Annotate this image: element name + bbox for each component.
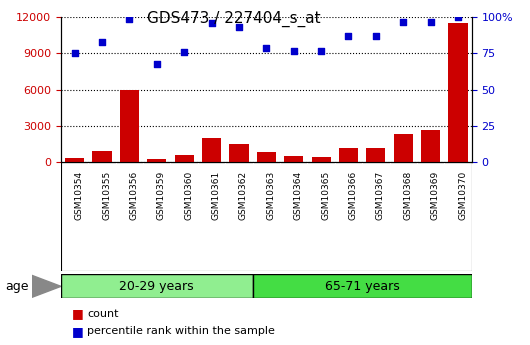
Text: GSM10367: GSM10367: [376, 171, 385, 220]
Point: [70, 51, 79, 56]
Text: 20-29 years: 20-29 years: [119, 280, 194, 293]
Bar: [202, 138, 221, 162]
Bar: [394, 134, 413, 162]
Bar: [312, 157, 331, 162]
Bar: [366, 148, 385, 162]
Bar: [120, 90, 139, 162]
Text: percentile rank within the sample: percentile rank within the sample: [87, 326, 275, 336]
Bar: [229, 144, 249, 162]
Text: GSM10359: GSM10359: [157, 171, 166, 220]
Text: GSM10365: GSM10365: [321, 171, 330, 220]
Text: GSM10361: GSM10361: [211, 171, 220, 220]
Bar: [339, 148, 358, 162]
Text: GSM10363: GSM10363: [266, 171, 275, 220]
Bar: [92, 151, 112, 162]
Text: GSM10354: GSM10354: [75, 171, 84, 220]
Bar: [257, 152, 276, 162]
Point: [125, 16, 134, 21]
Point: [372, 33, 380, 39]
Point: [207, 20, 216, 26]
Bar: [421, 129, 440, 162]
Point: [426, 19, 435, 24]
Bar: [174, 155, 194, 162]
Point: [153, 61, 161, 66]
Text: GSM10362: GSM10362: [239, 171, 248, 220]
Point: [454, 14, 462, 20]
Bar: [448, 23, 467, 162]
Text: GDS473 / 227404_s_at: GDS473 / 227404_s_at: [147, 10, 320, 27]
Point: [317, 48, 325, 53]
Polygon shape: [32, 275, 61, 297]
Text: GSM10355: GSM10355: [102, 171, 111, 220]
Point: [399, 19, 408, 24]
Point: [235, 24, 243, 30]
Point: [344, 33, 353, 39]
Point: [289, 48, 298, 53]
Point: [262, 45, 270, 50]
Text: GSM10356: GSM10356: [129, 171, 138, 220]
Point: [180, 49, 189, 55]
Text: ■: ■: [72, 307, 83, 321]
Text: GSM10366: GSM10366: [349, 171, 357, 220]
Text: ■: ■: [72, 325, 83, 338]
Text: GSM10360: GSM10360: [184, 171, 193, 220]
Text: 65-71 years: 65-71 years: [325, 280, 400, 293]
Text: GSM10364: GSM10364: [294, 171, 303, 220]
Text: GSM10370: GSM10370: [458, 171, 467, 220]
Text: count: count: [87, 309, 119, 319]
Point: [98, 39, 106, 45]
Bar: [284, 156, 303, 162]
Text: age: age: [5, 280, 29, 293]
Text: GSM10368: GSM10368: [403, 171, 412, 220]
Text: GSM10369: GSM10369: [430, 171, 439, 220]
Bar: [65, 158, 84, 162]
Bar: [253, 274, 472, 298]
Bar: [61, 274, 253, 298]
Bar: [147, 159, 166, 162]
